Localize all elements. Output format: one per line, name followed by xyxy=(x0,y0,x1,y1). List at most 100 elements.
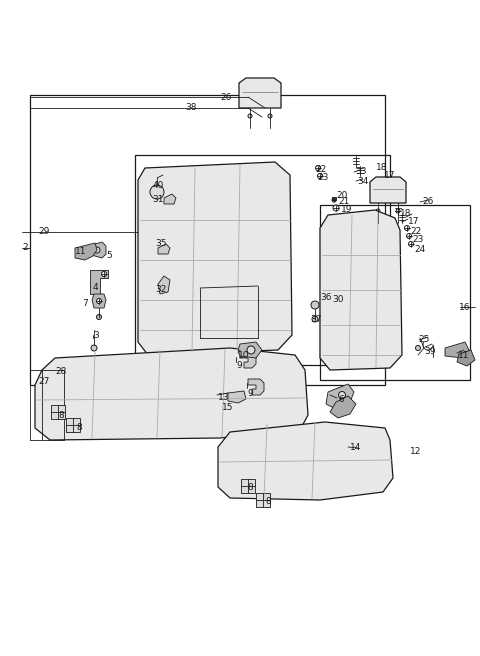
Circle shape xyxy=(91,345,97,351)
Text: 10: 10 xyxy=(238,350,250,359)
Polygon shape xyxy=(240,352,256,368)
Text: 8: 8 xyxy=(76,424,82,432)
Text: 32: 32 xyxy=(155,285,167,295)
Text: 12: 12 xyxy=(410,447,421,457)
Circle shape xyxy=(317,173,323,178)
Text: 18: 18 xyxy=(376,163,387,173)
Text: 22: 22 xyxy=(315,165,326,174)
Circle shape xyxy=(101,272,107,276)
Polygon shape xyxy=(164,194,176,204)
Text: 9: 9 xyxy=(247,388,253,398)
Polygon shape xyxy=(158,276,170,294)
Text: 4: 4 xyxy=(93,283,98,291)
Text: 38: 38 xyxy=(185,104,196,112)
Bar xyxy=(332,197,336,200)
Text: 21: 21 xyxy=(338,197,349,207)
Polygon shape xyxy=(90,270,108,294)
Circle shape xyxy=(96,298,101,304)
Circle shape xyxy=(333,205,339,211)
Bar xyxy=(135,155,390,365)
Text: 20: 20 xyxy=(336,190,348,199)
Bar xyxy=(66,418,80,432)
Text: 5: 5 xyxy=(106,251,112,260)
Text: 22: 22 xyxy=(410,228,421,237)
Text: 17: 17 xyxy=(408,218,420,226)
Text: 14: 14 xyxy=(350,443,361,451)
Text: 2: 2 xyxy=(22,243,28,253)
Text: 26: 26 xyxy=(220,92,231,102)
Circle shape xyxy=(312,316,318,322)
Circle shape xyxy=(332,198,336,202)
Text: 8: 8 xyxy=(265,497,271,506)
Text: 18: 18 xyxy=(400,209,411,218)
Text: 37: 37 xyxy=(310,316,322,325)
Text: 15: 15 xyxy=(222,403,233,413)
Polygon shape xyxy=(239,78,281,108)
Bar xyxy=(256,493,270,507)
Bar xyxy=(241,479,255,493)
Circle shape xyxy=(248,114,252,118)
Text: 33: 33 xyxy=(355,167,367,176)
Text: 17: 17 xyxy=(384,171,396,180)
Circle shape xyxy=(416,346,420,350)
Text: 9: 9 xyxy=(236,361,242,369)
Circle shape xyxy=(408,241,413,247)
Text: 11: 11 xyxy=(458,350,469,359)
Bar xyxy=(320,205,470,380)
Circle shape xyxy=(376,209,380,213)
Text: 36: 36 xyxy=(320,293,332,302)
Circle shape xyxy=(247,346,255,354)
Text: 8: 8 xyxy=(58,411,64,419)
Polygon shape xyxy=(228,391,246,403)
Polygon shape xyxy=(326,384,354,410)
Text: 25: 25 xyxy=(418,335,430,344)
Text: 30: 30 xyxy=(332,295,344,304)
Bar xyxy=(51,405,65,419)
Polygon shape xyxy=(238,342,262,358)
Bar xyxy=(30,95,385,385)
Polygon shape xyxy=(35,348,308,440)
Polygon shape xyxy=(330,396,356,418)
Text: 27: 27 xyxy=(38,377,49,386)
Circle shape xyxy=(150,185,164,199)
Circle shape xyxy=(311,301,319,309)
Polygon shape xyxy=(92,294,106,308)
Text: 3: 3 xyxy=(93,331,99,340)
Text: 35: 35 xyxy=(155,239,167,247)
Polygon shape xyxy=(218,422,393,500)
Text: 16: 16 xyxy=(459,302,470,312)
Text: 39: 39 xyxy=(424,348,435,356)
Circle shape xyxy=(96,314,101,319)
Text: 23: 23 xyxy=(412,236,423,245)
Text: 6: 6 xyxy=(338,396,344,405)
Polygon shape xyxy=(158,244,170,254)
Circle shape xyxy=(407,234,411,239)
Polygon shape xyxy=(445,342,469,358)
Polygon shape xyxy=(370,177,406,203)
Circle shape xyxy=(396,209,400,213)
Text: 28: 28 xyxy=(55,367,66,377)
Text: 23: 23 xyxy=(317,173,328,182)
Circle shape xyxy=(338,392,346,398)
Text: 24: 24 xyxy=(414,245,425,255)
Text: 31: 31 xyxy=(152,195,164,205)
Text: 26: 26 xyxy=(422,197,433,207)
Text: 11: 11 xyxy=(75,247,86,256)
Circle shape xyxy=(94,247,100,253)
Bar xyxy=(42,370,64,440)
Polygon shape xyxy=(75,243,97,260)
Polygon shape xyxy=(320,210,402,370)
Polygon shape xyxy=(457,350,475,366)
Polygon shape xyxy=(88,242,106,258)
Text: 29: 29 xyxy=(38,228,49,237)
Polygon shape xyxy=(248,379,264,395)
Text: 40: 40 xyxy=(153,180,164,190)
Text: 8: 8 xyxy=(247,483,253,493)
Text: 13: 13 xyxy=(218,392,229,401)
Polygon shape xyxy=(138,162,292,355)
Text: 7: 7 xyxy=(82,298,88,308)
Circle shape xyxy=(315,165,321,171)
Circle shape xyxy=(268,114,272,118)
Text: 19: 19 xyxy=(341,205,352,215)
Circle shape xyxy=(405,226,409,230)
